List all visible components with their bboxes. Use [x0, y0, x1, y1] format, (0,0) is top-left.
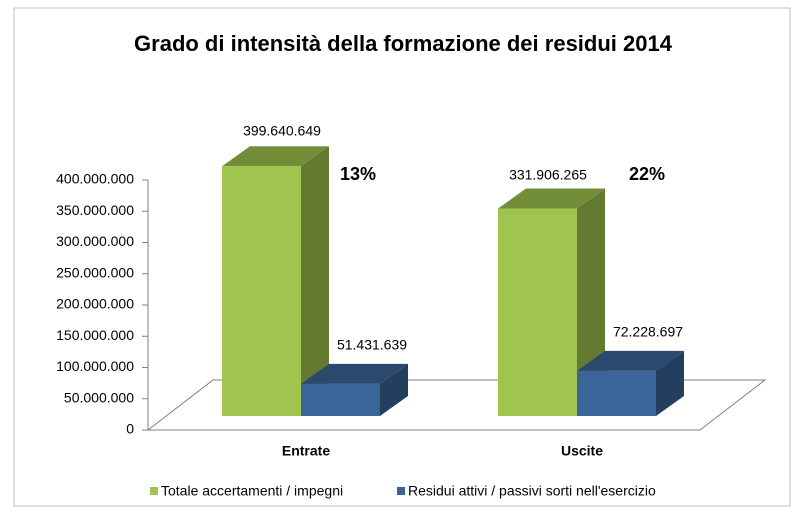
annotation: 13%	[340, 164, 376, 184]
y-tick-label: 0	[126, 421, 134, 437]
bar-top	[301, 363, 408, 384]
y-tick-label: 400.000.000	[56, 171, 134, 187]
data-label: 331.906.265	[509, 167, 587, 183]
legend-swatch	[150, 487, 158, 495]
bar-top	[498, 188, 605, 209]
bar-side	[656, 350, 684, 416]
bar-front	[301, 383, 380, 416]
bar	[301, 363, 408, 416]
data-label: 399.640.649	[243, 123, 321, 139]
legend-swatch	[397, 487, 405, 495]
bar-side	[380, 363, 408, 416]
legend-label: Residui attivi / passivi sorti nell'eser…	[408, 483, 656, 499]
x-tick-label: Entrate	[282, 443, 330, 459]
bar-top	[222, 146, 329, 167]
annotation: 22%	[629, 164, 665, 184]
bar-top	[577, 350, 684, 371]
bar	[222, 146, 329, 416]
y-tick-label: 150.000.000	[56, 327, 134, 343]
bar	[577, 350, 684, 416]
bar-side	[301, 146, 329, 416]
x-tick-label: Uscite	[561, 443, 603, 459]
y-tick-label: 50.000.000	[64, 389, 134, 405]
y-tick-label: 100.000.000	[56, 358, 134, 374]
y-tick-label: 200.000.000	[56, 296, 134, 312]
y-tick-label: 300.000.000	[56, 233, 134, 249]
legend-label: Totale accertamenti / impegni	[161, 483, 343, 499]
bar-front	[222, 166, 301, 416]
y-tick-label: 250.000.000	[56, 264, 134, 280]
bar-front	[498, 208, 577, 416]
bar-front	[577, 370, 656, 416]
y-tick-label: 350.000.000	[56, 202, 134, 218]
chart-title: Grado di intensità della formazione dei …	[134, 31, 673, 56]
data-label: 51.431.639	[337, 337, 407, 353]
data-label: 72.228.697	[613, 324, 683, 340]
